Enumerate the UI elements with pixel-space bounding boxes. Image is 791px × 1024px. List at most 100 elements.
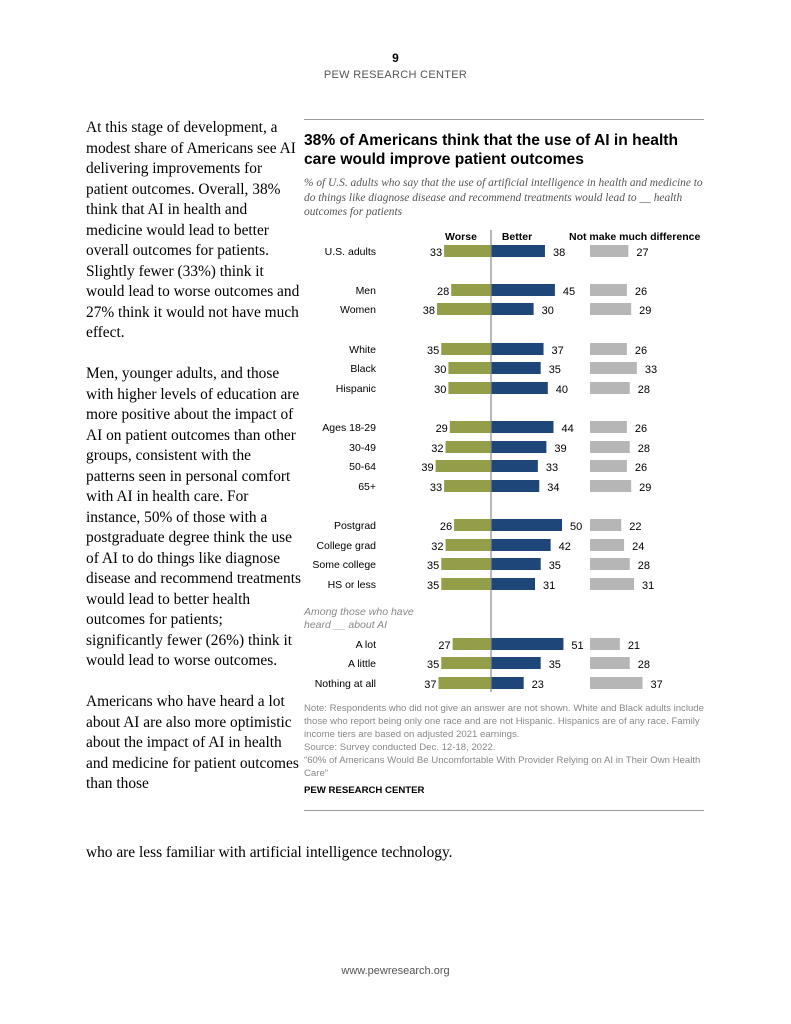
bar-worse — [438, 677, 491, 689]
value-label-no-difference: 28 — [638, 443, 650, 455]
bar-worse — [444, 245, 491, 257]
value-label-worse: 35 — [427, 560, 439, 572]
bar-no-difference — [590, 245, 629, 257]
bar-better — [491, 480, 540, 492]
value-label-worse: 37 — [424, 679, 436, 691]
paragraph-last-line: who are less familiar with artificial in… — [86, 844, 453, 861]
legend-no-difference: Not make much difference — [569, 231, 700, 243]
category-label: College grad — [316, 540, 376, 552]
value-label-no-difference: 24 — [632, 541, 644, 553]
bar-better — [491, 343, 544, 355]
footer-url: www.pewresearch.org — [341, 965, 450, 977]
category-label: Postgrad — [334, 520, 376, 532]
bar-better — [491, 421, 554, 433]
category-label: Some college — [312, 559, 376, 571]
bar-better — [491, 441, 547, 453]
bar-no-difference — [590, 578, 635, 590]
category-label: HS or less — [328, 579, 376, 591]
chart-subtitle: % of U.S. adults who say that the use of… — [304, 177, 703, 218]
value-label-better: 35 — [549, 560, 561, 572]
value-label-no-difference: 33 — [645, 364, 657, 376]
bar-no-difference — [590, 638, 620, 650]
category-label: A little — [348, 658, 376, 670]
value-label-no-difference: 37 — [651, 679, 663, 691]
value-label-worse: 28 — [437, 286, 449, 298]
divider — [304, 810, 704, 811]
bar-worse — [451, 284, 491, 296]
bar-no-difference — [590, 362, 637, 374]
divider — [304, 119, 704, 120]
value-label-better: 40 — [556, 384, 568, 396]
value-label-better: 30 — [542, 305, 554, 317]
bar-no-difference — [590, 441, 630, 453]
value-label-no-difference: 26 — [635, 286, 647, 298]
value-label-better: 39 — [554, 443, 566, 455]
bar-worse — [437, 303, 491, 315]
category-label: Black — [350, 363, 376, 375]
bar-no-difference — [590, 657, 630, 669]
group-subheading-line2: heard __ about AI — [304, 619, 387, 631]
value-label-no-difference: 22 — [629, 521, 641, 533]
bar-no-difference — [590, 519, 622, 531]
value-label-better: 38 — [553, 247, 565, 259]
value-label-better: 50 — [570, 521, 582, 533]
value-label-no-difference: 21 — [628, 640, 640, 652]
bar-worse — [441, 578, 491, 590]
bar-worse — [448, 382, 491, 394]
bar-better — [491, 657, 541, 669]
value-label-worse: 38 — [423, 305, 435, 317]
category-label: 30-49 — [349, 442, 376, 454]
bar-worse — [445, 539, 491, 551]
legend-worse: Worse — [445, 231, 477, 243]
value-label-no-difference: 31 — [642, 580, 654, 592]
value-label-no-difference: 27 — [636, 247, 648, 259]
value-label-worse: 32 — [431, 443, 443, 455]
value-label-no-difference: 28 — [638, 659, 650, 671]
bar-no-difference — [590, 343, 627, 355]
category-label: 65+ — [358, 481, 376, 493]
category-label: Hispanic — [336, 383, 376, 395]
category-label: U.S. adults — [325, 246, 376, 258]
brand-label: PEW RESEARCH CENTER — [304, 785, 425, 796]
bar-worse — [452, 638, 491, 650]
value-label-better: 34 — [547, 482, 559, 494]
paragraph: At this stage of development, a modest s… — [86, 119, 300, 341]
paragraph: Men, younger adults, and those with high… — [86, 365, 301, 669]
value-label-worse: 35 — [427, 345, 439, 357]
value-label-worse: 35 — [427, 659, 439, 671]
bar-better — [491, 578, 536, 590]
value-label-no-difference: 26 — [635, 462, 647, 474]
bar-no-difference — [590, 382, 630, 394]
bar-better — [491, 519, 562, 531]
value-label-better: 42 — [559, 541, 571, 553]
bar-worse — [444, 480, 491, 492]
bar-worse — [441, 657, 491, 669]
category-label: Men — [356, 285, 377, 297]
bar-no-difference — [590, 539, 625, 551]
value-label-better: 45 — [563, 286, 575, 298]
bar-better — [491, 284, 555, 296]
source: Source: Survey conducted Dec. 12-18, 202… — [304, 742, 496, 753]
bar-worse — [441, 343, 491, 355]
note: Note: Respondents who did not give an an… — [304, 703, 704, 740]
category-label: A lot — [356, 639, 377, 651]
report-title: “60% of Americans Would Be Uncomfortable… — [304, 755, 701, 779]
value-label-no-difference: 28 — [638, 384, 650, 396]
legend-better: Better — [502, 231, 532, 243]
bar-worse — [448, 362, 491, 374]
bar-no-difference — [590, 421, 627, 433]
bar-better — [491, 245, 545, 257]
bar-better — [491, 558, 541, 570]
value-label-better: 44 — [561, 423, 573, 435]
bar-no-difference — [590, 303, 632, 315]
value-label-worse: 30 — [434, 364, 446, 376]
chart-title: 38% of Americans think that the use of A… — [304, 132, 679, 168]
bar-better — [491, 460, 538, 472]
category-label: Ages 18-29 — [322, 422, 376, 434]
value-label-worse: 39 — [421, 462, 433, 474]
category-label: 50-64 — [349, 461, 376, 473]
value-label-no-difference: 26 — [635, 345, 647, 357]
bar-better — [491, 638, 564, 650]
value-label-no-difference: 28 — [638, 560, 650, 572]
value-label-worse: 33 — [430, 482, 442, 494]
